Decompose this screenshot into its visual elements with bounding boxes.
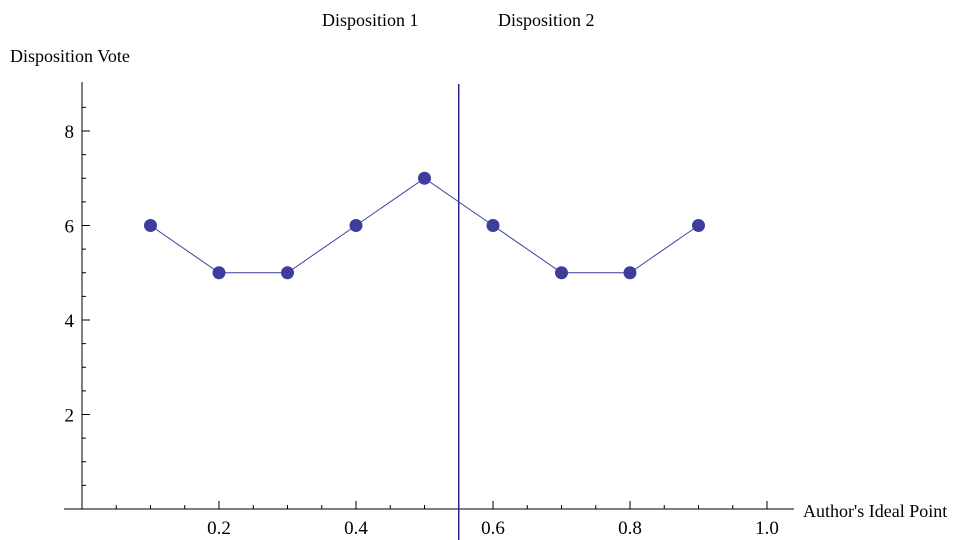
data-point <box>281 266 294 280</box>
annotation-disposition-1: Disposition 1 <box>322 10 419 30</box>
data-point <box>144 219 157 232</box>
annotation-disposition-2: Disposition 2 <box>498 10 595 30</box>
x-tick-label: 0.4 <box>344 518 368 539</box>
data-point <box>418 171 431 185</box>
data-point <box>555 266 568 280</box>
y-axis-label: Disposition Vote <box>10 46 130 66</box>
x-tick-label: 0.2 <box>207 518 231 539</box>
y-tick-label: 4 <box>65 311 75 332</box>
x-tick-label: 0.6 <box>481 518 505 539</box>
ticks-layer: 0.2 0.4 0.6 0.8 1.0 2 4 6 8 <box>65 106 779 539</box>
data-point <box>692 219 705 232</box>
x-tick-label: 1.0 <box>755 518 779 539</box>
series-layer <box>144 171 705 280</box>
data-point <box>349 219 363 232</box>
x-tick-label: 0.8 <box>618 518 642 539</box>
data-point <box>623 266 637 280</box>
x-axis-label: Author's Ideal Point <box>803 501 947 521</box>
y-tick-label: 2 <box>65 406 75 427</box>
data-point <box>486 219 500 232</box>
y-tick-label: 8 <box>65 122 75 143</box>
data-point <box>212 266 226 280</box>
series-line <box>150 177 699 274</box>
y-tick-label: 6 <box>65 217 75 238</box>
